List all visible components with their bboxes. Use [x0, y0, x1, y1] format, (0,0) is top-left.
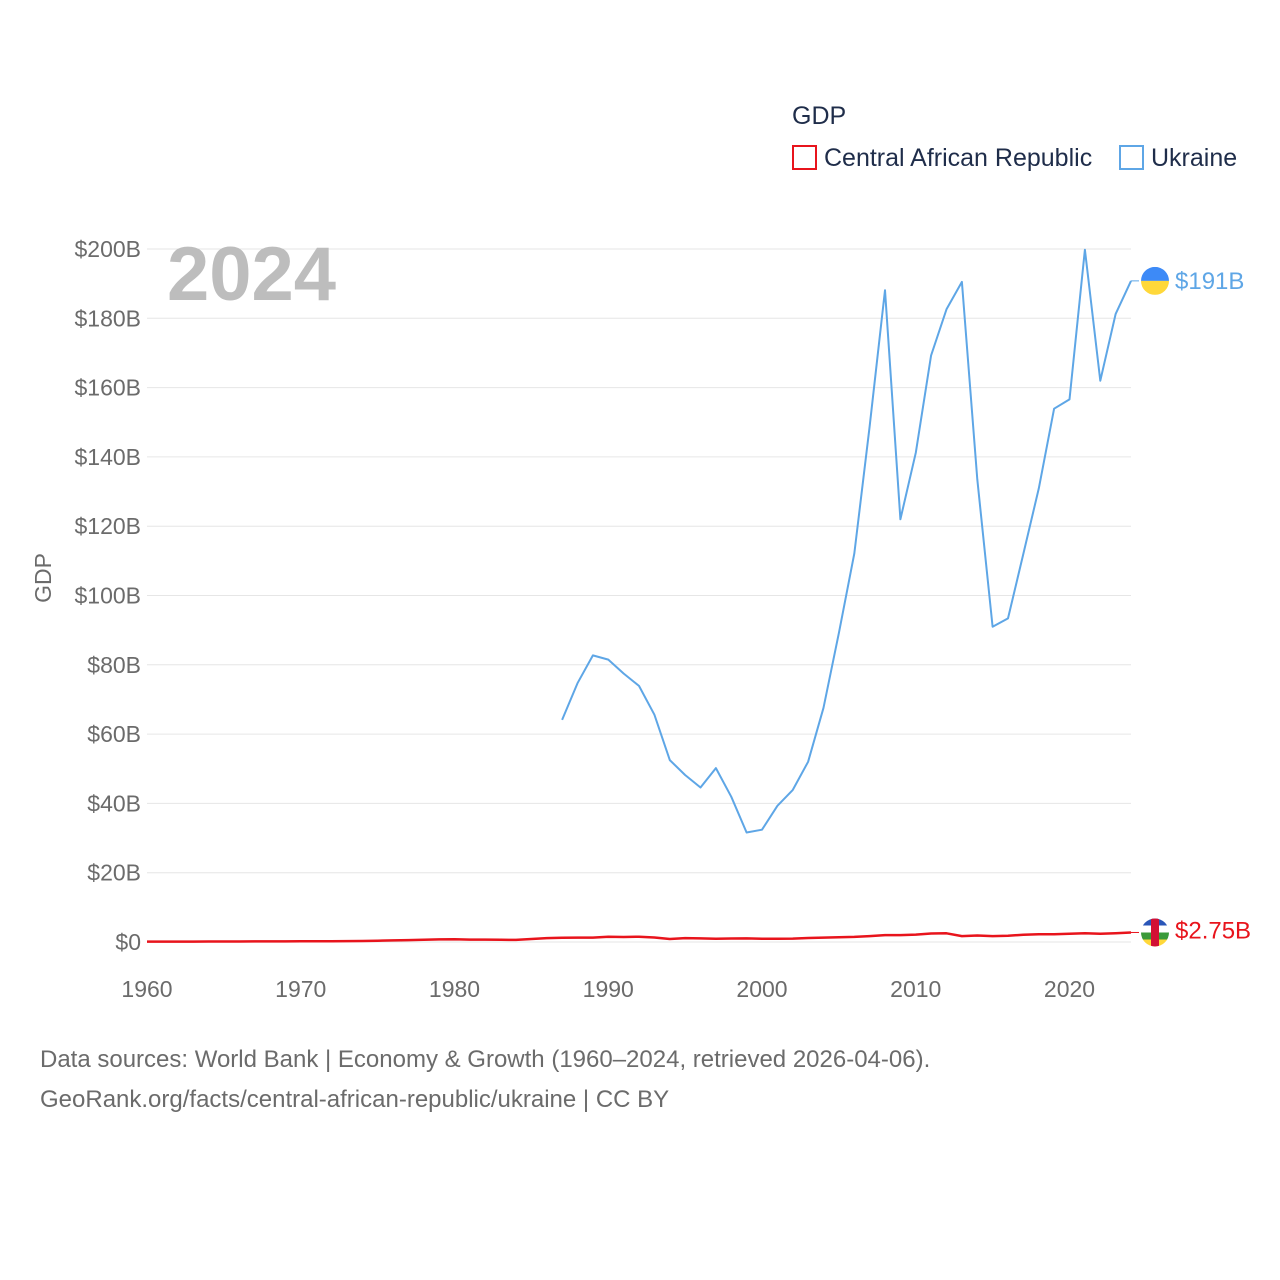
source-note: Data sources: World Bank | Economy & Gro… [40, 1040, 1240, 1120]
x-tick-label: 2020 [1044, 976, 1095, 1002]
legend-swatch-ukraine[interactable] [1119, 145, 1144, 170]
y-tick-label: $160B [74, 375, 141, 401]
legend-label-ukraine[interactable]: Ukraine [1151, 144, 1237, 172]
central-african-republic-flag-icon [1141, 918, 1169, 947]
y-tick-label: $0 [115, 929, 141, 955]
y-axis-ticks: $0 $20B $40B $60B $80B $100B $120B $140B $160B $1… [74, 236, 141, 955]
y-tick-label: $200B [74, 236, 141, 262]
x-tick-label: 1980 [429, 976, 480, 1002]
ukraine-flag-icon [1141, 266, 1169, 295]
y-tick-label: $60B [87, 721, 141, 747]
y-tick-label: $120B [74, 513, 141, 539]
y-tick-label: $20B [87, 860, 141, 886]
x-tick-label: 1970 [275, 976, 326, 1002]
year-label: 2024 [167, 232, 336, 317]
end-value-central-african-republic: $2.75B [1175, 918, 1251, 945]
y-tick-label: $180B [74, 305, 141, 331]
series-line-central-african-republic[interactable] [147, 931, 1132, 943]
x-tick-label: 1990 [583, 976, 634, 1002]
x-tick-label: 2010 [890, 976, 941, 1002]
y-tick-label: $100B [74, 583, 141, 609]
series-line-ukraine[interactable] [561, 248, 1132, 834]
y-tick-label: $140B [74, 444, 141, 470]
y-tick-label: $40B [87, 790, 141, 816]
grid-lines [147, 248, 1131, 943]
source-line-2[interactable]: GeoRank.org/facts/central-african-republ… [40, 1086, 670, 1113]
legend-label-central-african-republic[interactable]: Central African Republic [824, 144, 1092, 172]
legend-swatch-central-african-republic[interactable] [792, 145, 817, 170]
x-tick-label: 2000 [736, 976, 787, 1002]
y-axis-label: GDP [30, 553, 56, 603]
y-tick-label: $80B [87, 652, 141, 678]
legend: GDP Central African Republic Ukraine [792, 102, 1237, 172]
x-tick-label: 1960 [121, 976, 172, 1002]
end-value-ukraine: $191B [1175, 268, 1244, 295]
legend-title: GDP [792, 102, 846, 130]
series-layer [147, 248, 1139, 943]
source-line-1: Data sources: World Bank | Economy & Gro… [40, 1046, 931, 1073]
x-axis-ticks: 1960 1970 1980 1990 2000 2010 2020 [121, 976, 1095, 1002]
